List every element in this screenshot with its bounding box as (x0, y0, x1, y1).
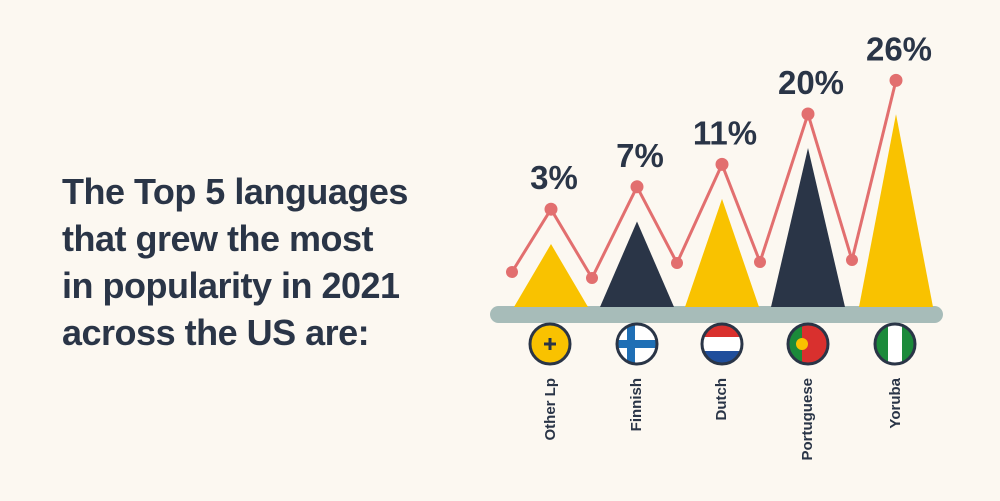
trend-segment (510, 208, 553, 273)
triangle-bar (771, 148, 845, 307)
trend-segment (675, 163, 724, 264)
trend-dot (846, 254, 858, 266)
value-label: 20% (778, 64, 844, 101)
trend-dot (671, 257, 683, 269)
chart-title: The Top 5 languages that grew the most i… (62, 171, 408, 353)
triangle-bar (859, 114, 933, 307)
trend-segment (806, 113, 854, 261)
category-label: Portuguese (799, 378, 816, 461)
flag-portugal (788, 324, 828, 364)
data-point (801, 107, 815, 121)
triangle-bar (514, 244, 588, 307)
value-label: 26% (866, 30, 932, 67)
data-point (544, 202, 558, 216)
data-point (630, 180, 644, 194)
flag-other (530, 324, 570, 364)
trend-segment (590, 186, 639, 279)
category-label: Finnish (628, 378, 645, 431)
data-point (889, 73, 903, 87)
trend-segment (720, 163, 762, 263)
data-point (715, 157, 729, 171)
trend-segment (549, 208, 594, 279)
value-label: 7% (616, 137, 664, 174)
triangle-bar (685, 198, 759, 307)
baseline-strip (490, 306, 943, 323)
value-label: 3% (530, 159, 578, 196)
value-label: 11% (693, 114, 757, 151)
flag-nigeria (875, 324, 915, 364)
category-label: Yoruba (887, 377, 904, 428)
trend-dot (586, 272, 598, 284)
category-label: Dutch (713, 378, 730, 421)
flags (528, 322, 917, 366)
trend-segment (635, 186, 679, 264)
trend-dot (754, 256, 766, 268)
flag-finland (617, 324, 657, 364)
triangle-bar (600, 221, 674, 307)
flag-netherlands (702, 324, 742, 364)
trend-segment (758, 113, 810, 263)
trend-dot (506, 266, 518, 278)
trend-segment (850, 80, 898, 261)
category-label: Other Lp (542, 378, 559, 441)
